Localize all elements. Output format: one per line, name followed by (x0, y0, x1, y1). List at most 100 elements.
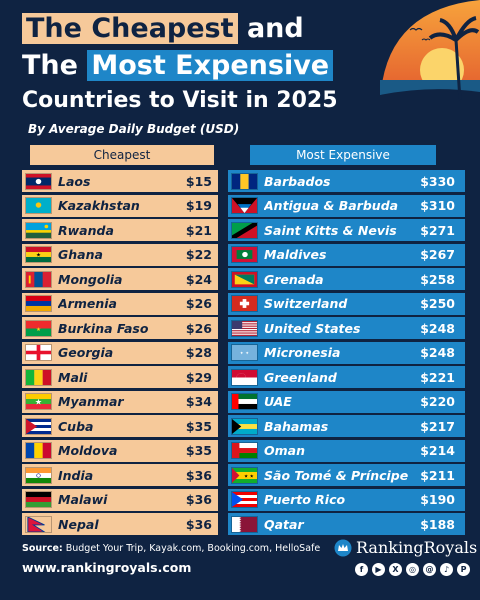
table-row: Greenland $221 (228, 366, 465, 388)
table-row: Georgia $28 (22, 341, 218, 364)
daily-budget-value: $36 (185, 516, 212, 532)
daily-budget-value: $271 (420, 222, 455, 238)
daily-budget-value: $28 (185, 345, 212, 360)
flag-india-icon (25, 466, 52, 484)
flag-armenia-icon (25, 295, 52, 312)
country-name: Cuba (58, 418, 94, 434)
daily-budget-value: $250 (420, 296, 455, 311)
expensive-list: Barbados $330 Antigua & Barbuda $310 Saint K… (228, 170, 465, 538)
daily-budget-value: $190 (420, 492, 455, 507)
country-name: Ghana (58, 247, 103, 262)
table-row: Mongolia $24 (22, 268, 218, 290)
table-row: UAE $220 (228, 390, 465, 413)
country-name: UAE (264, 394, 292, 409)
table-row: United States $248 (228, 317, 465, 339)
flag-switzerland-icon (231, 295, 258, 312)
svg-text:★: ★ (244, 473, 248, 479)
title-highlight-expensive: Most Expensive (87, 50, 334, 81)
flag-cuba-icon (25, 417, 52, 435)
country-name: Rwanda (58, 222, 114, 238)
flag-burkina-faso-icon: ★ (25, 319, 52, 337)
social-links: f ▶ X ◎ @ ♪ P (355, 563, 474, 576)
table-row: India $36 (22, 464, 218, 486)
table-row: ★ Ghana $22 (22, 243, 218, 266)
table-row: ★ ★ São Tomé & Príncipe $211 (228, 464, 465, 486)
flag-bahamas-icon (231, 417, 258, 435)
tiktok-icon[interactable]: ♪ (440, 563, 453, 576)
expensive-header: Most Expensive (250, 145, 436, 165)
source-note: Source: Budget Your Trip, Kayak.com, Boo… (22, 543, 321, 554)
country-name: Moldova (58, 443, 118, 458)
flag-myanmar-icon: ★ (25, 393, 52, 410)
daily-budget-value: $26 (185, 320, 212, 336)
youtube-icon[interactable]: ▶ (372, 563, 385, 576)
table-row: Rwanda $21 (22, 219, 218, 241)
flag-maldives-icon (231, 246, 258, 263)
facebook-icon[interactable]: f (355, 563, 368, 576)
country-name: Mali (58, 369, 88, 385)
x-icon[interactable]: X (389, 563, 402, 576)
table-row: Moldova $35 (22, 439, 218, 462)
country-name: Barbados (264, 173, 331, 189)
country-name: Myanmar (58, 394, 124, 409)
flag-barbados-icon (231, 172, 258, 190)
daily-budget-value: $248 (420, 345, 455, 360)
table-row: Armenia $26 (22, 292, 218, 315)
daily-budget-value: $310 (420, 198, 455, 213)
daily-budget-value: $217 (420, 418, 455, 434)
country-name: India (58, 467, 94, 483)
country-name: Qatar (264, 516, 304, 532)
daily-budget-value: $220 (420, 394, 455, 409)
table-row: Qatar $188 (228, 513, 465, 535)
svg-text:★: ★ (36, 253, 41, 259)
website-url[interactable]: www.rankingroyals.com (22, 560, 192, 575)
daily-budget-value: $15 (185, 173, 212, 189)
flag-laos-icon (25, 172, 52, 190)
country-name: Grenada (264, 271, 324, 287)
flag-antigua-barbuda-icon (231, 197, 258, 214)
daily-budget-value: $330 (420, 173, 455, 189)
cheapest-header: Cheapest (30, 145, 214, 165)
flag-nepal-icon (25, 515, 52, 533)
country-name: Antigua & Barbuda (264, 198, 399, 213)
table-row: Cuba $35 (22, 415, 218, 437)
svg-text:✦ ✦: ✦ ✦ (240, 351, 250, 357)
daily-budget-value: $267 (420, 247, 455, 262)
cheapest-list: Laos $15 Kazakhstan $19 Rwanda $21 ★ Ghana $22 Mo… (22, 170, 218, 538)
daily-budget-value: $188 (420, 516, 455, 532)
flag-kazakhstan-icon (25, 197, 52, 214)
brand-logo: RankingRoyals (334, 538, 477, 557)
threads-icon[interactable]: @ (423, 563, 436, 576)
daily-budget-value: $26 (185, 296, 212, 311)
table-row: ★ Burkina Faso $26 (22, 317, 218, 339)
instagram-icon[interactable]: ◎ (406, 563, 419, 576)
country-name: Puerto Rico (264, 492, 346, 507)
svg-text:★: ★ (35, 397, 42, 407)
table-row: ✦ ✦ Micronesia $248 (228, 341, 465, 364)
flag-rwanda-icon (25, 221, 52, 239)
brand-name: RankingRoyals (356, 538, 478, 557)
table-row: Mali $29 (22, 366, 218, 388)
table-row: Barbados $330 (228, 170, 465, 192)
daily-budget-value: $36 (185, 492, 212, 507)
country-name: Georgia (58, 345, 114, 360)
table-row: Switzerland $250 (228, 292, 465, 315)
daily-budget-value: $22 (185, 247, 212, 262)
flag-ghana-icon: ★ (25, 246, 52, 263)
svg-text:★: ★ (250, 473, 254, 479)
daily-budget-value: $21 (185, 222, 212, 238)
flag-puerto-rico-icon (231, 491, 258, 508)
table-row: Saint Kitts & Nevis $271 (228, 219, 465, 241)
country-name: Greenland (264, 369, 337, 385)
table-row: Oman $214 (228, 439, 465, 462)
flag-sao-tome-principe-icon: ★ ★ (231, 466, 258, 484)
flag-greenland-icon (231, 368, 258, 386)
flag-moldova-icon (25, 442, 52, 459)
subtitle: By Average Daily Budget (USD) (28, 122, 240, 136)
flag-qatar-icon (231, 515, 258, 533)
pinterest-icon[interactable]: P (457, 563, 470, 576)
flag-grenada-icon (231, 270, 258, 288)
daily-budget-value: $29 (185, 369, 212, 385)
table-row: Antigua & Barbuda $310 (228, 194, 465, 217)
daily-budget-value: $24 (185, 271, 212, 287)
